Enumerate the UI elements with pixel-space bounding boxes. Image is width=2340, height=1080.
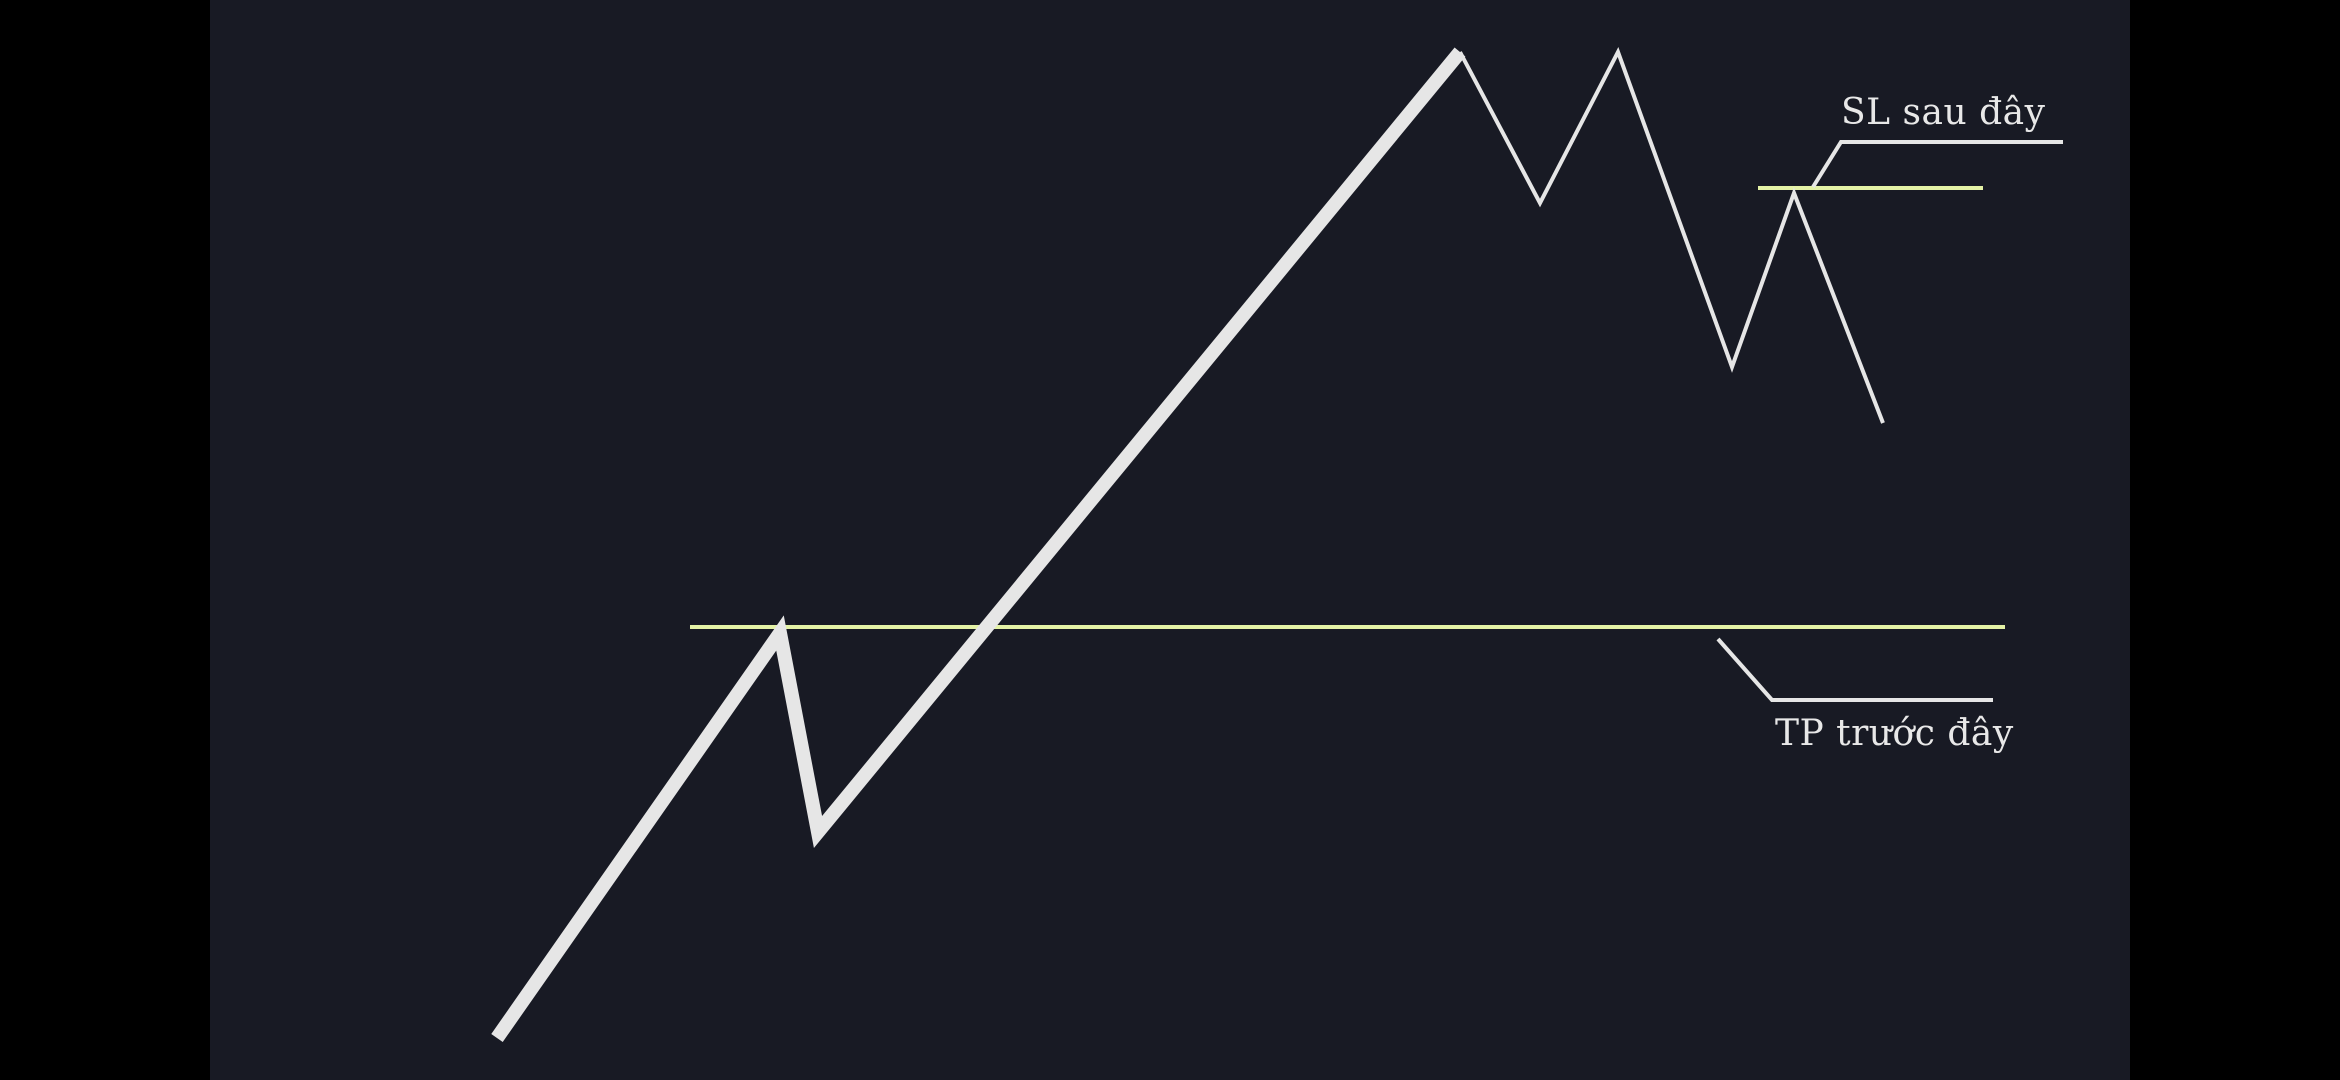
price-path-correction [1458,47,1885,424]
sl-label: SL sau đây [1841,92,2046,133]
sl-label-leader [1811,140,2063,189]
diagram-background [210,0,2130,1080]
diagram-canvas: SL sau đây TP trước đây [210,0,2130,1080]
tp-label: TP trước đây [1775,713,2014,754]
tp-label-leader [1716,637,1993,702]
price-structure-diagram: SL sau đây TP trước đây [210,0,2130,1080]
price-path-impulse [491,47,1466,1043]
